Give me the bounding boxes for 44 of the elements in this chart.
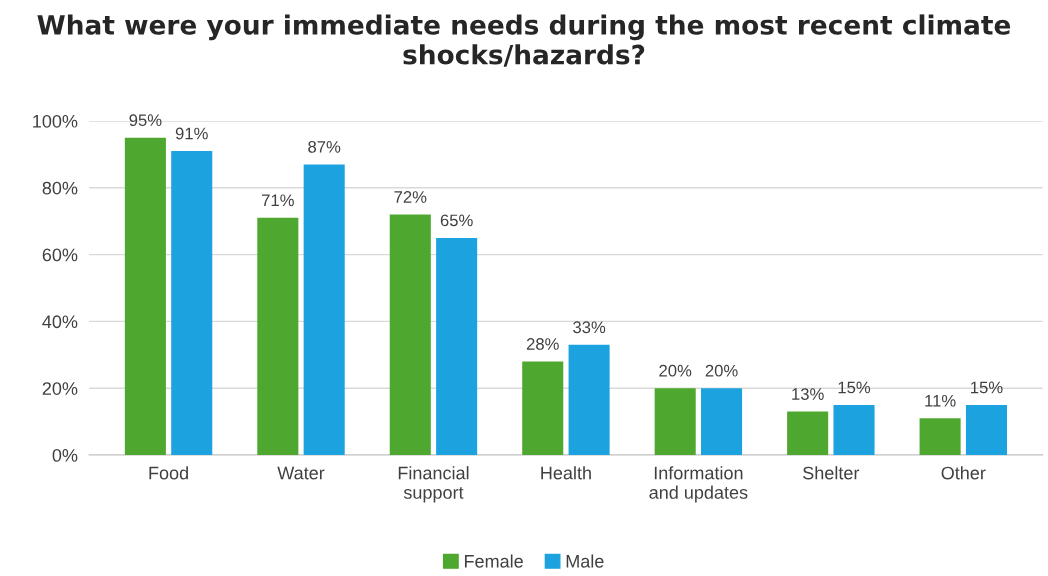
bar: [833, 404, 875, 456]
bar: [171, 151, 213, 456]
data-label: 65%: [440, 214, 473, 227]
legend-label: Male: [566, 554, 604, 568]
data-label: 11%: [925, 394, 956, 407]
x-tick-label: Financial support: [398, 466, 469, 503]
y-tick-label: 60%: [42, 248, 78, 262]
bar: [701, 388, 743, 456]
y-tick-label: 40%: [42, 315, 78, 329]
chart-title: What were your immediate needs during the most recent climate shocks/hazards?: [37, 14, 1011, 67]
bar: [124, 137, 166, 456]
x-tick-label: Information and updates: [649, 466, 748, 503]
y-tick-label: 20%: [42, 382, 78, 395]
data-label: 91%: [175, 127, 208, 140]
data-label: 87%: [308, 140, 341, 153]
x-tick-label: Health: [541, 466, 591, 480]
bar: [436, 237, 478, 456]
y-tick-label: 0%: [52, 448, 78, 462]
data-label: 33%: [573, 321, 606, 334]
data-label: 28%: [526, 338, 559, 350]
data-label: 20%: [659, 364, 692, 377]
y-tick-label: 100%: [33, 114, 78, 128]
bar: [965, 404, 1007, 456]
bar: [654, 388, 696, 456]
data-label: 71%: [262, 194, 294, 207]
y-tick-label: 80%: [42, 181, 78, 195]
data-label: 72%: [394, 191, 427, 203]
bar: [568, 344, 610, 456]
bar: [389, 214, 431, 456]
data-label: 20%: [705, 364, 738, 377]
x-tick-label: Shelter: [803, 466, 860, 480]
bar: [522, 361, 564, 456]
data-label: 15%: [838, 381, 871, 394]
data-label: 95%: [129, 114, 162, 127]
bar: [787, 411, 829, 456]
x-tick-label: Water: [277, 466, 325, 480]
bar: [303, 164, 345, 456]
x-tick-label: Other: [941, 466, 986, 480]
legend-label: Female: [464, 554, 523, 568]
data-label: 15%: [971, 381, 1003, 394]
x-tick-label: Food: [149, 466, 188, 480]
data-label: 13%: [792, 388, 824, 400]
bar: [919, 418, 961, 456]
bar: [257, 217, 299, 456]
